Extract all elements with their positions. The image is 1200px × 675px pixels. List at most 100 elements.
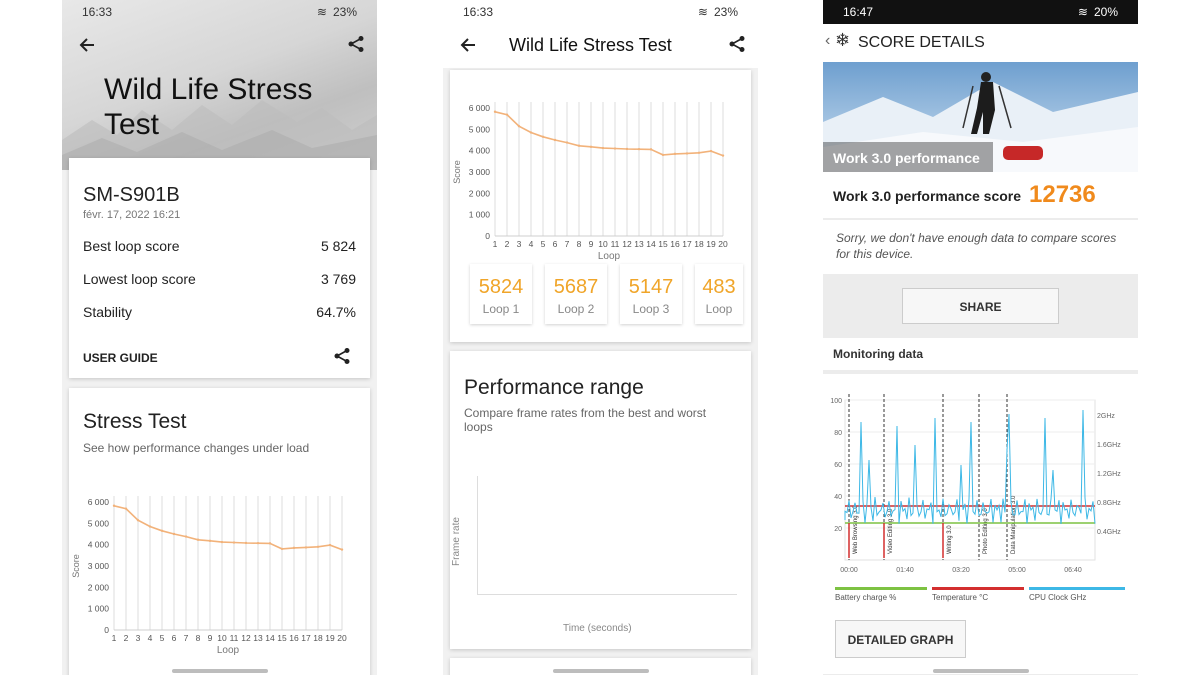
performance-range-card: Performance range Compare frame rates fr… xyxy=(450,351,751,649)
data-point xyxy=(613,147,617,150)
snowflake-logo-icon: ❄ xyxy=(835,30,851,50)
perf-xlabel: Time (seconds) xyxy=(563,623,632,634)
share-button[interactable]: SHARE xyxy=(902,288,1059,324)
metric-best: Best loop score 5 824 xyxy=(83,238,356,254)
back-arrow-icon[interactable] xyxy=(459,36,477,54)
y-tick-label: 1 000 xyxy=(88,604,110,614)
y-tick-label: 4 000 xyxy=(469,146,491,156)
status-background xyxy=(823,0,1138,24)
x-axis-label: Loop xyxy=(598,251,621,261)
phase-label: Writing 3.0 xyxy=(947,525,953,554)
x-tick-label: 12 xyxy=(622,239,632,249)
data-point xyxy=(685,152,689,155)
series-line xyxy=(494,111,724,157)
data-point xyxy=(184,535,188,538)
data-point xyxy=(148,525,152,528)
back-arrow-icon[interactable] xyxy=(78,36,96,54)
loop-value: 5687 xyxy=(553,276,599,298)
x-tick-label: 15 xyxy=(658,239,668,249)
metric-value: 5 824 xyxy=(320,238,356,254)
data-point xyxy=(601,146,605,150)
y-tick-label: 2 000 xyxy=(469,188,491,198)
y-axis-label: Score xyxy=(71,554,81,578)
x-tick-label: 20 xyxy=(337,633,347,643)
wifi-icon: ≋ xyxy=(697,5,708,19)
y-tick-label: 6 000 xyxy=(469,103,491,113)
legend: Battery charge % Temperature °C CPU Cloc… xyxy=(835,587,1135,607)
metric-lowest: Lowest loop score 3 769 xyxy=(83,271,356,287)
x-tick-label: 11 xyxy=(611,239,620,249)
x-tick-label: 15 xyxy=(277,633,287,643)
data-point xyxy=(577,144,581,147)
y-tick-label: 100 xyxy=(830,398,842,405)
y-tick-label: 5 000 xyxy=(469,124,491,134)
data-point xyxy=(232,541,236,544)
legend-label: Battery charge % xyxy=(835,593,897,602)
phase-label: Photo Editing 3.0 xyxy=(983,508,989,554)
y2-tick-label: 2GHz xyxy=(1097,413,1115,420)
x-tick-label: 11 xyxy=(230,633,239,643)
banner-image xyxy=(823,62,1138,172)
loop-score-2: 5687 Loop 2 xyxy=(545,264,607,324)
y-tick-label: 0 xyxy=(485,231,490,241)
x-tick-label: 12 xyxy=(241,633,251,643)
wifi-icon: ≋ xyxy=(1077,5,1088,19)
x-tick-label: 1 xyxy=(493,239,498,249)
plot-area xyxy=(844,399,1096,561)
user-guide-link[interactable]: USER GUIDE xyxy=(83,351,158,365)
x-tick-label: 9 xyxy=(589,239,594,249)
back-chevron-icon[interactable]: ‹ xyxy=(825,32,831,49)
detailed-graph-button[interactable]: DETAILED GRAPH xyxy=(835,620,966,658)
x-tick-label: 18 xyxy=(694,239,704,249)
x-tick-label: 8 xyxy=(196,633,201,643)
x-tick-label: 6 xyxy=(553,239,558,249)
x-tick-label: 5 xyxy=(541,239,546,249)
x-tick-label: 7 xyxy=(184,633,189,643)
x-tick-label: 01:40 xyxy=(896,567,914,574)
x-tick-label: 6 xyxy=(172,633,177,643)
perf-ylabel: Frame rate xyxy=(450,517,462,566)
x-axis-label: Loop xyxy=(217,645,240,656)
monitoring-header: Monitoring data xyxy=(823,338,1138,370)
x-tick-label: 2 xyxy=(124,633,129,643)
data-point xyxy=(256,541,260,545)
y-tick-label: 20 xyxy=(834,526,842,533)
score-value: 12736 xyxy=(1029,181,1096,208)
share-icon[interactable] xyxy=(347,35,365,53)
screen-title: SCORE DETAILS xyxy=(858,34,985,51)
y-tick-label: 1 000 xyxy=(469,210,491,220)
x-tick-label: 16 xyxy=(670,239,680,249)
x-tick-label: 06:40 xyxy=(1064,567,1082,574)
stress-subtitle: See how performance changes under load xyxy=(83,441,310,455)
perf-subtitle: Compare frame rates from the best and wo… xyxy=(464,406,707,434)
metric-label: Lowest loop score xyxy=(83,271,196,287)
y2-tick-label: 0.4GHz xyxy=(1097,529,1121,536)
x-tick-label: 2 xyxy=(505,239,510,249)
legend-temperature: Temperature °C xyxy=(932,587,1024,602)
x-tick-label: 05:00 xyxy=(1008,567,1026,574)
x-tick-label: 9 xyxy=(208,633,213,643)
app-bar xyxy=(443,0,758,68)
y2-tick-label: 0.8GHz xyxy=(1097,500,1121,507)
x-tick-label: 00:00 xyxy=(840,567,858,574)
share-icon[interactable] xyxy=(728,35,746,53)
legend-swatch xyxy=(932,587,1024,590)
data-point xyxy=(589,145,593,149)
loop-label: Loop 2 xyxy=(557,302,595,316)
y-tick-label: 5 000 xyxy=(88,518,110,528)
status-time: 16:33 xyxy=(463,5,494,19)
phone-1-stress-result: 16:33 ≋ 23% Wild Life Stress Test SM-S901… xyxy=(62,0,377,675)
gesture-bar xyxy=(932,669,1029,673)
x-tick-label: 3 xyxy=(136,633,141,643)
x-tick-label: 4 xyxy=(148,633,153,643)
data-point xyxy=(553,138,557,142)
share-icon[interactable] xyxy=(333,347,351,365)
metric-stability: Stability 64.7% xyxy=(83,304,356,320)
x-tick-label: 8 xyxy=(577,239,582,249)
data-point xyxy=(316,545,320,548)
data-point xyxy=(565,141,569,144)
legend-cpu: CPU Clock GHz xyxy=(1029,587,1125,602)
title-bar: ‹ ❄ SCORE DETAILS xyxy=(823,24,1138,62)
